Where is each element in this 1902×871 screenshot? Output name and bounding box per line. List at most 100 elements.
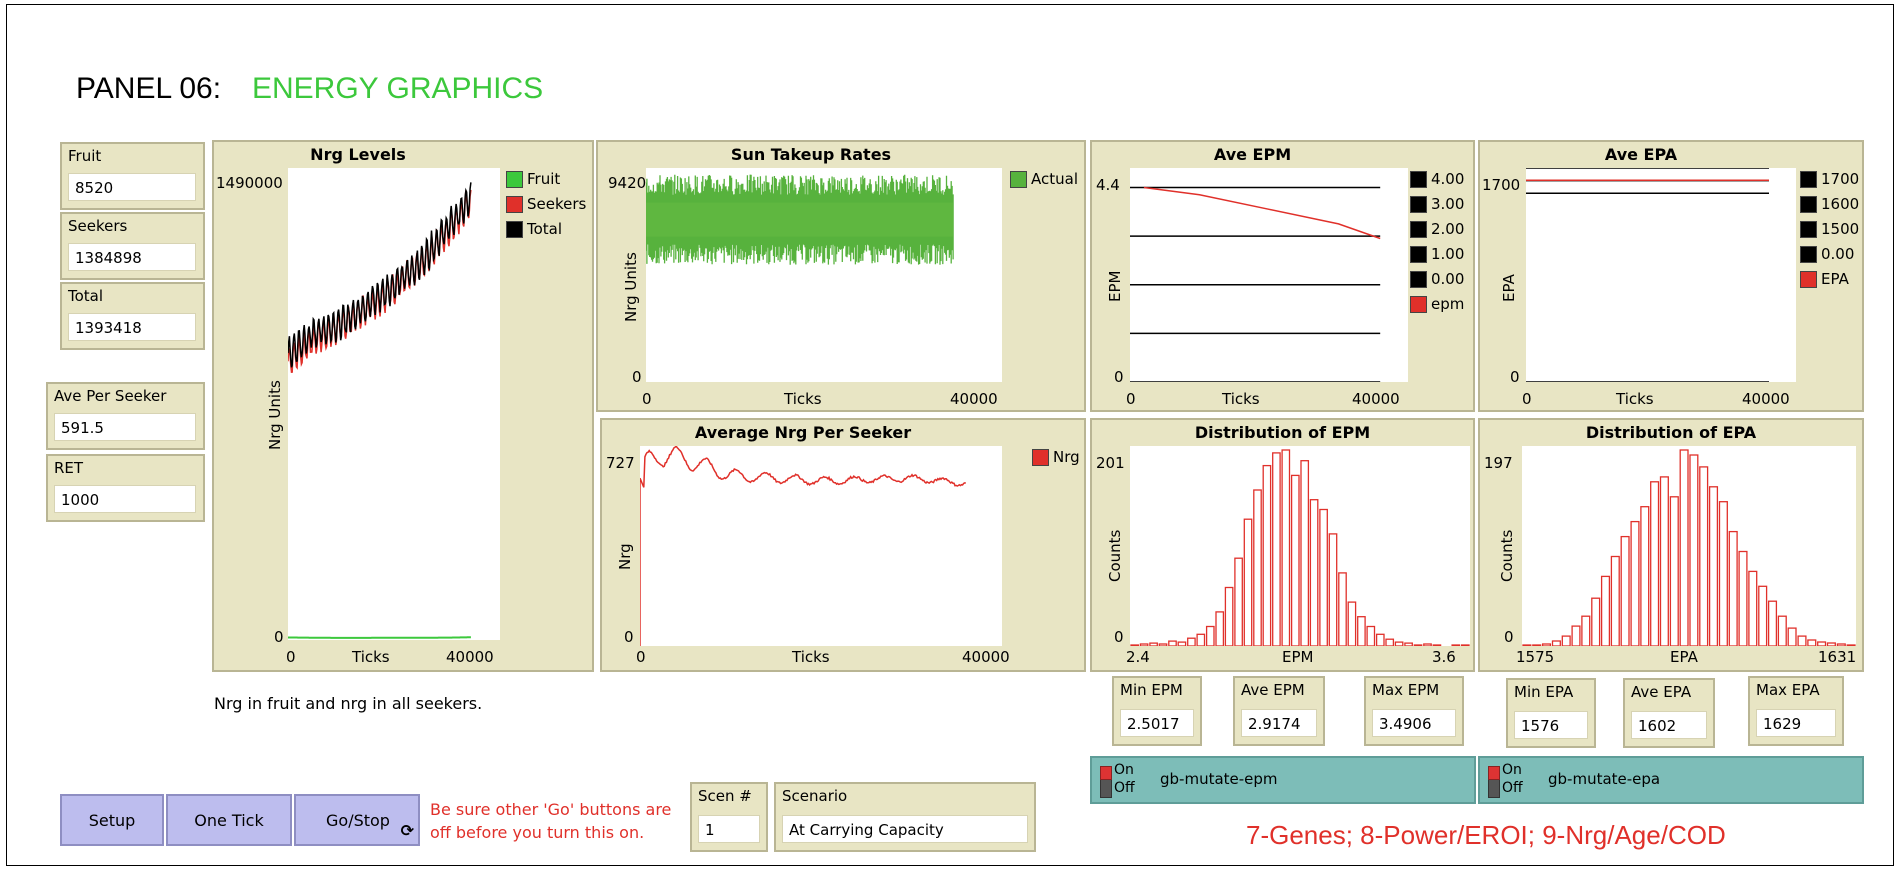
x-max-label: 40000	[962, 648, 1010, 666]
histogram-bar	[1659, 476, 1669, 647]
histogram-bar	[1404, 642, 1413, 647]
plot-canvas	[645, 168, 1002, 382]
legend-item: 2.00	[1410, 220, 1464, 238]
plot-note: Nrg in fruit and nrg in all seekers.	[214, 694, 483, 713]
legend-text: Nrg	[1053, 448, 1080, 466]
chooser-value[interactable]: At Carrying Capacity	[782, 815, 1028, 843]
y-axis-label: Nrg Units	[622, 252, 640, 322]
switch-toggle[interactable]	[1488, 766, 1500, 798]
histogram-bar	[1347, 601, 1357, 647]
histogram-bar	[1139, 643, 1149, 647]
histogram-bar	[1718, 501, 1728, 647]
one-tick-button[interactable]: One Tick	[166, 794, 292, 846]
histogram-bar	[1413, 644, 1423, 647]
histogram-bar	[1224, 586, 1234, 647]
histogram-bar	[1328, 533, 1338, 647]
plot-canvas	[639, 444, 1002, 646]
histogram-bar	[1281, 449, 1291, 647]
switch-gb-mutate-epm[interactable]: On Off gb-mutate-epm	[1090, 756, 1476, 804]
switch-knob	[1100, 766, 1112, 780]
switch-label: gb-mutate-epa	[1548, 770, 1661, 788]
go-stop-button[interactable]: Go/Stop ⟳	[294, 794, 420, 846]
histogram-bar	[1432, 644, 1442, 647]
scenario-number-input[interactable]: Scen # 1	[690, 782, 768, 852]
legend-swatch	[1410, 170, 1427, 188]
monitor-ave-epm: Ave EPM 2.9174	[1233, 676, 1325, 746]
monitor-fruit: Fruit 8520	[60, 142, 205, 210]
histogram-bar	[1748, 570, 1758, 647]
histogram-bar	[1836, 643, 1846, 647]
legend-swatch	[1410, 195, 1427, 213]
x-max-label: 40000	[446, 648, 494, 666]
switch-knob	[1488, 766, 1500, 780]
legend-item: epm	[1410, 295, 1464, 313]
plot-canvas	[1526, 167, 1796, 383]
legend-text: 3.00	[1431, 195, 1465, 213]
legend-text: 0.00	[1431, 270, 1465, 288]
plot-title: Ave EPA	[1604, 145, 1678, 164]
x-max-label: 3.6	[1432, 648, 1456, 666]
plot-nrg-levels: Nrg Levels 1490000 0 0 Ticks 40000 Nrg U…	[212, 140, 594, 672]
histogram-bar	[1234, 557, 1243, 647]
histogram-bar	[1669, 496, 1679, 647]
input-value[interactable]: 1	[698, 815, 760, 843]
monitor-value: 2.9174	[1241, 709, 1317, 737]
legend-text: 1600	[1821, 195, 1860, 213]
histogram-bar	[1767, 600, 1778, 647]
x-axis-label: EPM	[1282, 648, 1314, 666]
dist-epa-chart	[1522, 449, 1856, 647]
histogram-bar	[1394, 641, 1404, 647]
series-actual-fill	[646, 202, 954, 237]
y-axis-label: Counts	[1106, 529, 1124, 582]
legend-text: 0.00	[1821, 245, 1855, 263]
scenario-chooser[interactable]: Scenario At Carrying Capacity	[774, 782, 1036, 852]
x-min-label: 0	[1522, 390, 1532, 408]
histogram-bar	[1253, 489, 1262, 647]
x-min-label: 0	[636, 648, 646, 666]
y-max-label: 197	[1484, 454, 1513, 472]
histogram-bar	[1522, 644, 1532, 647]
plot-title: Distribution of EPA	[1585, 423, 1757, 442]
y-max-label: 4.4	[1096, 176, 1120, 194]
monitor-ave-epa: Ave EPA 1602	[1623, 678, 1715, 748]
switch-toggle[interactable]	[1100, 766, 1112, 798]
y-min-label: 0	[624, 628, 634, 646]
legend-item: 1.00	[1410, 245, 1464, 263]
histogram-bar	[1630, 520, 1640, 647]
histogram-bar	[1262, 464, 1272, 647]
panel-name: ENERGY GRAPHICS	[252, 72, 544, 105]
y-min-label: 0	[1504, 628, 1514, 646]
ave-epm-chart	[1130, 186, 1381, 383]
nrg-levels-chart	[287, 182, 472, 639]
setup-button[interactable]: Setup	[60, 794, 164, 846]
histogram-bar	[1640, 506, 1650, 647]
y-min-label: 0	[1510, 368, 1520, 386]
legend-swatch	[1410, 270, 1427, 288]
monitor-label: RET	[54, 459, 84, 477]
monitor-ave-per-seeker: Ave Per Seeker 591.5	[46, 382, 205, 450]
legend-text: EPA	[1821, 270, 1849, 288]
histogram-bar	[1130, 644, 1140, 647]
histogram-bar	[1689, 454, 1699, 647]
forever-icon: ⟳	[400, 821, 414, 840]
plot-title: Sun Takeup Rates	[730, 145, 892, 164]
histogram-bar	[1708, 486, 1719, 647]
histogram-bar	[1272, 452, 1281, 647]
histogram-bar	[1215, 611, 1225, 647]
y-min-label: 0	[1114, 628, 1124, 646]
monitor-value: 2.5017	[1120, 709, 1194, 737]
plot-dist-epa: Distribution of EPA 197 0 1575 EPA 1631 …	[1478, 418, 1864, 672]
monitor-value: 1576	[1514, 711, 1588, 739]
y-max-label: 727	[606, 454, 635, 472]
switch-gb-mutate-epa[interactable]: On Off gb-mutate-epa	[1478, 756, 1864, 804]
plot-canvas	[287, 168, 500, 640]
legend-swatch	[1800, 245, 1817, 263]
y-min-label: 0	[632, 368, 642, 386]
monitor-label: Min EPA	[1514, 683, 1574, 701]
monitor-max-epm: Max EPM 3.4906	[1364, 676, 1464, 746]
x-max-label: 40000	[1742, 390, 1790, 408]
ave-epa-chart	[1526, 167, 1769, 383]
legend-item: 1600	[1800, 195, 1859, 213]
series-epm-line	[1143, 186, 1381, 240]
histogram-bar	[1699, 466, 1709, 647]
